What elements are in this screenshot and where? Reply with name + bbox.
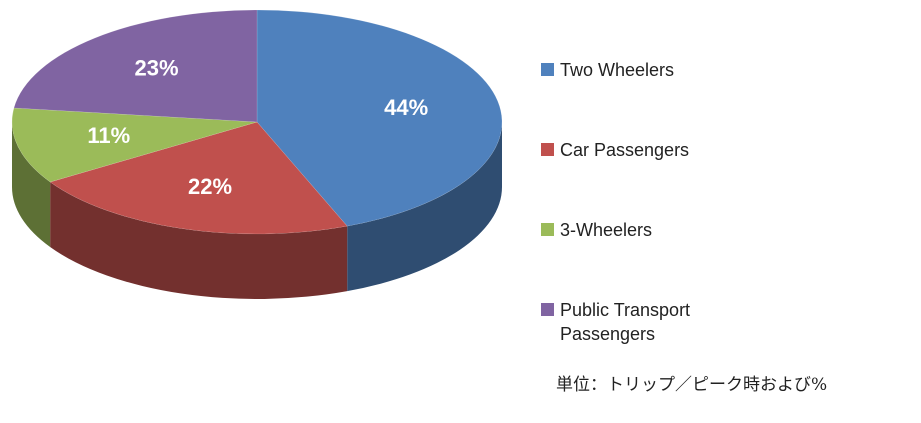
pie-side [12,122,51,248]
legend: Two Wheelers Car Passengers 3-Wheelers Publ… [541,58,730,378]
legend-item: Car Passengers [541,138,730,218]
legend-label: Car Passengers [560,140,690,160]
legend-swatch [541,63,554,76]
legend-item: Two Wheelers [541,58,730,138]
pie-slice [256,9,503,227]
annotation: 単位：トリップ／ピーク時および% [556,375,828,395]
legend-item: 3-Wheelers [541,218,730,298]
legend-swatch [541,223,554,236]
legend-swatch [541,143,554,156]
legend-swatch [541,303,554,316]
legend-label: Public Transport Passengers [560,300,691,344]
pie-side [50,182,348,299]
legend-label: 3-Wheelers [560,220,653,240]
data-label: 23% [135,56,179,81]
data-label: 11% [87,123,130,148]
data-label: 22% [188,174,232,199]
pie-slice [49,121,348,235]
legend-label: Two Wheelers [560,60,675,80]
pie-slice [11,107,258,183]
data-label: 44% [384,95,428,120]
pie-side [347,122,502,292]
pie-slice [13,9,258,123]
legend-item: Public Transport Passengers [541,298,730,378]
